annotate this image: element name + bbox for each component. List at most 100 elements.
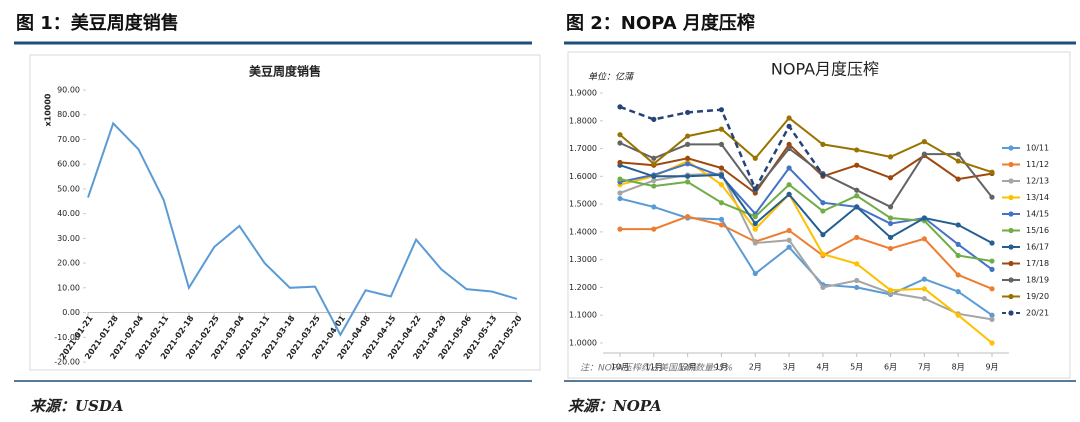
point bbox=[921, 295, 927, 302]
point bbox=[887, 215, 894, 221]
y-tick-label: 30.00 bbox=[57, 234, 80, 243]
point bbox=[786, 115, 792, 121]
point bbox=[854, 277, 860, 284]
series-line bbox=[87, 121, 518, 337]
point bbox=[854, 204, 860, 210]
series-line bbox=[619, 197, 993, 317]
point bbox=[854, 193, 860, 199]
source: 来源：NOPA bbox=[568, 397, 662, 415]
point bbox=[989, 240, 995, 246]
point bbox=[685, 155, 691, 161]
y-tick-label: 60.00 bbox=[57, 160, 80, 169]
series-line bbox=[619, 164, 993, 244]
chart-frame bbox=[29, 54, 541, 371]
point bbox=[651, 155, 657, 161]
point bbox=[651, 173, 657, 179]
legend-label: 18/19 bbox=[1026, 276, 1049, 285]
series-line bbox=[620, 215, 993, 290]
y-tick-label: 80.00 bbox=[57, 110, 80, 119]
y-tick-label: 1.1000 bbox=[569, 311, 597, 320]
series-line bbox=[619, 159, 993, 344]
point bbox=[617, 176, 623, 182]
point bbox=[786, 165, 792, 171]
point bbox=[752, 240, 758, 246]
series-line bbox=[619, 178, 993, 263]
y-tick-label: 1.5000 bbox=[569, 200, 597, 209]
point bbox=[786, 244, 792, 250]
x-tick-label: 5月 bbox=[850, 363, 863, 372]
point bbox=[617, 195, 623, 202]
figure-caption: 图 2：NOPA 月度压榨 bbox=[566, 12, 755, 34]
y-tick-label: 50.00 bbox=[57, 184, 80, 193]
point bbox=[955, 241, 961, 247]
point bbox=[752, 220, 758, 227]
chart-frame bbox=[567, 51, 1071, 379]
legend-marker bbox=[1008, 194, 1014, 201]
point bbox=[854, 147, 860, 153]
point bbox=[617, 140, 623, 146]
point bbox=[854, 187, 860, 193]
point bbox=[820, 172, 826, 178]
point bbox=[989, 286, 995, 292]
figure-caption: 图 1：美豆周度销售 bbox=[16, 12, 179, 34]
point bbox=[955, 252, 961, 259]
source: 来源：USDA bbox=[30, 397, 124, 415]
legend-marker bbox=[1008, 293, 1014, 300]
legend-marker bbox=[1008, 227, 1014, 234]
point bbox=[989, 340, 995, 346]
y-tick-label: 0.00 bbox=[62, 308, 80, 317]
point bbox=[718, 165, 725, 171]
point bbox=[718, 222, 725, 228]
point bbox=[921, 276, 927, 282]
legend-label: 15/16 bbox=[1026, 226, 1049, 235]
x-tick-label: 3月 bbox=[783, 363, 796, 372]
note: 注：NOPA压榨约占美国压榨数量95% bbox=[580, 363, 733, 374]
y-tick-label: 1.9000 bbox=[569, 89, 597, 98]
point bbox=[955, 312, 961, 318]
chart-title: 美豆周度销售 bbox=[249, 64, 321, 79]
point bbox=[887, 287, 894, 293]
point bbox=[718, 216, 725, 222]
x-tick-label: 1月 bbox=[715, 363, 728, 372]
point bbox=[685, 173, 691, 179]
legend-label: 13/14 bbox=[1026, 193, 1049, 202]
point bbox=[989, 316, 995, 322]
x-tick-label: 11月 bbox=[645, 363, 663, 372]
point bbox=[718, 172, 725, 178]
x-tick-label: 2月 bbox=[749, 363, 762, 372]
legend-label: 14/15 bbox=[1026, 210, 1049, 219]
point bbox=[718, 141, 725, 147]
series-line bbox=[619, 142, 993, 209]
y-tick-label: -10.00 bbox=[54, 333, 80, 342]
point bbox=[820, 141, 826, 147]
point bbox=[685, 179, 691, 185]
x-tick-label: 6月 bbox=[884, 363, 897, 372]
point bbox=[718, 107, 725, 113]
point bbox=[786, 182, 792, 188]
point bbox=[617, 226, 623, 232]
point bbox=[685, 161, 691, 167]
y-tick-label: 70.00 bbox=[57, 135, 80, 144]
point bbox=[955, 289, 961, 295]
point bbox=[887, 154, 894, 160]
point bbox=[685, 214, 691, 220]
point bbox=[718, 126, 725, 132]
point bbox=[955, 176, 961, 182]
point bbox=[786, 145, 792, 152]
y-tick-label: 1.6000 bbox=[569, 172, 597, 181]
point bbox=[989, 312, 995, 318]
point bbox=[854, 162, 860, 168]
point bbox=[820, 284, 826, 291]
point bbox=[786, 191, 792, 197]
point bbox=[786, 227, 792, 234]
legend-label: 10/11 bbox=[1026, 144, 1049, 153]
point bbox=[718, 182, 725, 188]
point bbox=[921, 215, 927, 221]
point bbox=[718, 200, 725, 206]
y-tick-label: 1.3000 bbox=[569, 255, 597, 264]
point bbox=[685, 109, 691, 116]
series-line bbox=[619, 116, 993, 174]
y-tick-label: -20.00 bbox=[54, 358, 80, 367]
point bbox=[989, 258, 995, 264]
